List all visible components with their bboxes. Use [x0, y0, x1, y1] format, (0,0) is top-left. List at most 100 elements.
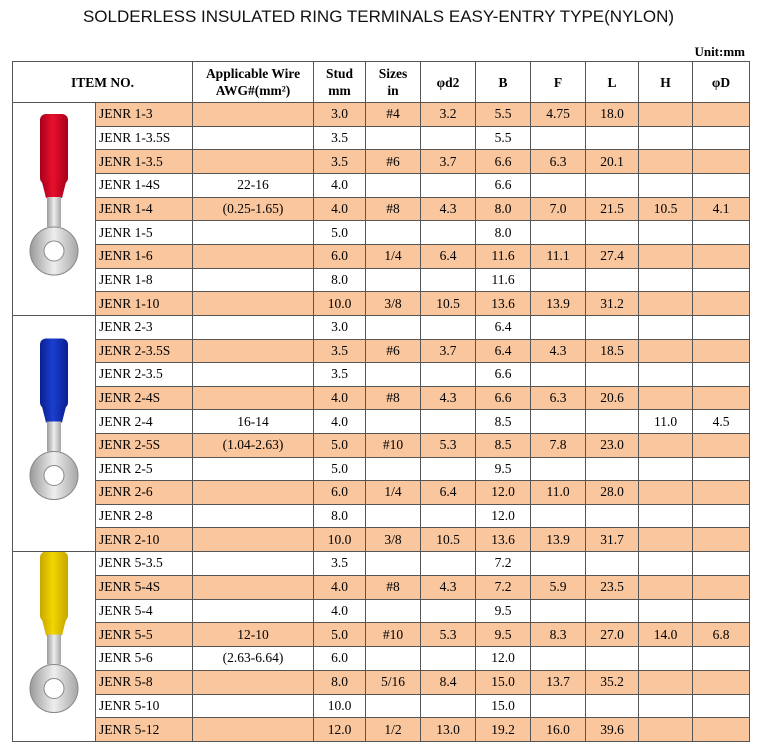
- cell: JENR 2-4: [94, 409, 194, 434]
- header-cell: Sizes in: [365, 61, 422, 103]
- cell: [530, 172, 587, 198]
- cell: [692, 717, 751, 742]
- cell: [638, 717, 694, 742]
- cell: [692, 598, 751, 624]
- cell: [692, 574, 751, 600]
- row: JENR 5-12 12.0 1/2 13.0 19.2 16.0 39.6: [13, 717, 751, 742]
- cell: [530, 598, 587, 624]
- cell: JENR 1-3.5S: [94, 125, 194, 151]
- cell: 13.0: [420, 717, 477, 742]
- cell: 3.0: [313, 315, 367, 340]
- cell: #8: [365, 196, 422, 222]
- cell: 6.6: [475, 362, 532, 387]
- row: JENR 5-6 (2.63-6.64) 6.0 12.0: [13, 646, 751, 671]
- cell: JENR 1-4: [94, 196, 194, 222]
- cell: 6.0: [313, 243, 367, 269]
- cell: 28.0: [585, 480, 640, 505]
- image-cell: [12, 551, 96, 742]
- cell: JENR 1-3.5: [94, 149, 194, 174]
- cell: 10.5: [420, 291, 477, 316]
- terminal-image: [29, 338, 79, 500]
- row: JENR 5-4S 4.0 #8 4.3 7.2 5.9 23.5: [13, 574, 751, 600]
- cell: [585, 409, 640, 434]
- row: JENR 1-8 8.0 11.6: [13, 267, 751, 293]
- row: JENR 5-8 8.0 5/16 8.4 15.0 13.7 35.2: [13, 669, 751, 695]
- cell: JENR 2-6: [94, 480, 194, 505]
- cell: [192, 385, 315, 411]
- header-text: Applicable Wire: [205, 66, 301, 81]
- cell: JENR 2-3.5S: [94, 338, 194, 364]
- row: JENR 1-3.5S 3.5 5.5: [13, 125, 751, 151]
- cell: [192, 362, 315, 387]
- cell: 11.6: [475, 243, 532, 269]
- cell: [692, 243, 751, 269]
- cell: 20.1: [585, 149, 640, 174]
- cell: #4: [365, 102, 422, 127]
- cell: [420, 362, 477, 387]
- cell: 6.6: [475, 385, 532, 411]
- cell: #6: [365, 149, 422, 174]
- cell: [585, 598, 640, 624]
- cell: 20.6: [585, 385, 640, 411]
- cell: 4.3: [530, 338, 587, 364]
- spec-table: ITEM NO. Applicable Wire AWG#(mm²) Stud mm Si…: [11, 61, 751, 742]
- header-text: Stud: [326, 66, 354, 81]
- row: JENR 1-3.5 3.5 #6 3.7 6.6 6.3 20.1: [13, 149, 751, 174]
- cell: 3.5: [313, 149, 367, 174]
- header-cell: B: [475, 61, 532, 103]
- header-cell: φd2: [420, 61, 477, 103]
- cell: (1.04-2.63): [192, 432, 315, 458]
- cell: 4.0: [313, 385, 367, 411]
- cell: JENR 2-5S: [94, 432, 194, 458]
- cell: 6.6: [475, 149, 532, 174]
- cell: 4.3: [420, 385, 477, 411]
- unit: Unit:mm: [694, 44, 745, 59]
- cell: [192, 220, 315, 245]
- cell: 12.0: [475, 480, 532, 505]
- title: SOLDERLESS INSULATED RING TERMINALS EASY…: [82, 7, 675, 26]
- header-cell: Stud mm: [313, 61, 367, 103]
- cell: 7.0: [530, 196, 587, 222]
- cell: 23.5: [585, 574, 640, 600]
- cell: 9.5: [475, 622, 532, 647]
- header-text: F: [553, 74, 563, 90]
- cell: JENR 2-3: [94, 315, 194, 340]
- cell: 4.1: [692, 196, 751, 222]
- header-cell: F: [530, 61, 587, 103]
- header-text: in: [387, 83, 399, 98]
- header-cell: H: [638, 61, 694, 103]
- cell: JENR 2-4S: [94, 385, 194, 411]
- cell: [420, 598, 477, 624]
- cell: [530, 125, 587, 151]
- cell: [638, 149, 694, 174]
- cell: [638, 432, 694, 458]
- cell: 6.4: [420, 243, 477, 269]
- cell: [365, 172, 422, 198]
- cell: JENR 1-8: [94, 267, 194, 293]
- cell: [638, 551, 694, 576]
- header-cell: L: [585, 61, 640, 103]
- cell: 5.9: [530, 574, 587, 600]
- cell: 18.0: [585, 102, 640, 127]
- cell: [638, 291, 694, 316]
- cell: [692, 385, 751, 411]
- cell: [420, 693, 477, 719]
- cell: [692, 480, 751, 505]
- cell: 10.0: [313, 693, 367, 719]
- cell: [692, 527, 751, 552]
- cell: 16.0: [530, 717, 587, 742]
- cell: [692, 172, 751, 198]
- cell: 7.2: [475, 551, 532, 576]
- cell: 23.0: [585, 432, 640, 458]
- cell: 12-10: [192, 622, 315, 647]
- header-text: L: [607, 74, 617, 90]
- cell: 6.0: [313, 480, 367, 505]
- cell: 1/2: [365, 717, 422, 742]
- cell: [638, 574, 694, 600]
- cell: [638, 480, 694, 505]
- cell: 15.0: [475, 669, 532, 695]
- cell: [365, 220, 422, 245]
- cell: [585, 503, 640, 529]
- cell: 6.8: [692, 622, 751, 647]
- row: JENR 1-3 3.0 #4 3.2 5.5 4.75 18.0: [12, 102, 751, 316]
